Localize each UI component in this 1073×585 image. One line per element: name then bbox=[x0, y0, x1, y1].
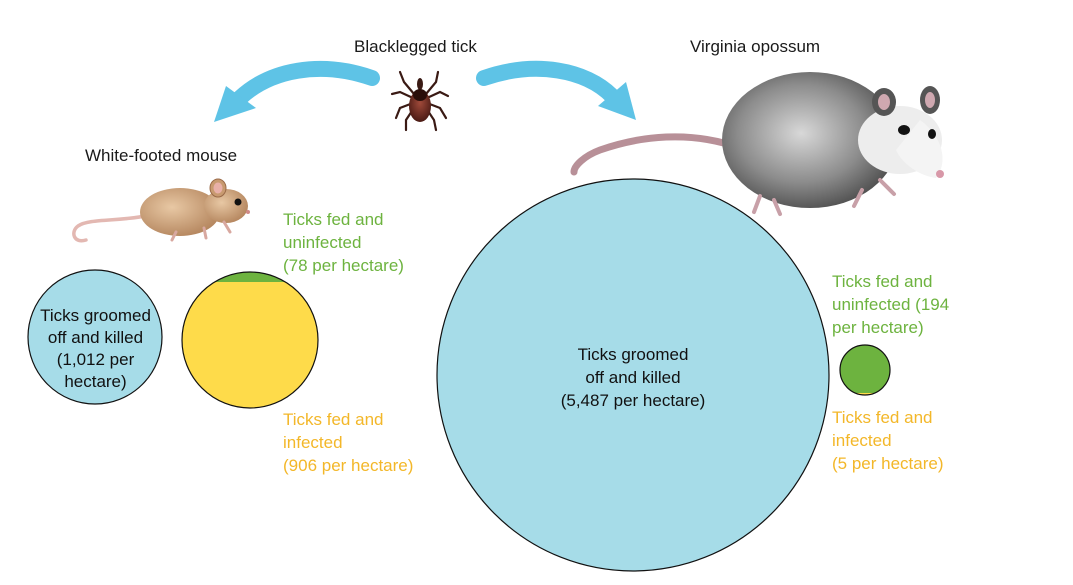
opossum-groomed-line-3: (5,487 per hectare) bbox=[560, 391, 706, 410]
mouse-uninfected-fill bbox=[182, 272, 318, 282]
mouse-uninfected-line-3: (78 per hectare) bbox=[283, 256, 404, 275]
opossum-infected-fill bbox=[840, 393, 890, 395]
mouse-groomed-line-3: (1,012 per bbox=[56, 350, 135, 369]
mouse-icon bbox=[72, 178, 250, 243]
mouse-uninfected-line-2: uninfected bbox=[283, 233, 362, 252]
opossum-infected-line-2: infected bbox=[832, 431, 892, 450]
mouse-uninfected-line-1: Ticks fed and bbox=[283, 210, 384, 229]
opossum-infected-label: Ticks fed and infected (5 per hectare) bbox=[832, 406, 944, 475]
opossum-uninfected-label: Ticks fed and uninfected (194 per hectar… bbox=[832, 270, 949, 339]
mouse-uninfected-label: Ticks fed and uninfected (78 per hectare… bbox=[283, 208, 404, 277]
opossum-groomed-line-1: Ticks groomed bbox=[577, 345, 689, 364]
opossum-infected-line-1: Ticks fed and bbox=[832, 408, 933, 427]
arrow-right-icon bbox=[476, 60, 636, 120]
opossum-groomed-circle bbox=[436, 178, 830, 572]
opossum-uninfected-line-1: Ticks fed and bbox=[832, 272, 933, 291]
mouse-groomed-line-4: hectare) bbox=[64, 372, 127, 391]
arrow-left-icon bbox=[214, 61, 380, 122]
opossum-icon bbox=[570, 72, 944, 216]
mouse-title: White-footed mouse bbox=[85, 146, 238, 165]
mouse-infected-fill bbox=[182, 272, 318, 408]
mouse-infected-line-3: (906 per hectare) bbox=[283, 456, 414, 475]
mouse-groomed-circle bbox=[27, 269, 163, 405]
mouse-infected-line-1: Ticks fed and bbox=[283, 410, 384, 429]
mouse-groomed-label: Ticks groomed off and killed (1,012 per … bbox=[28, 305, 163, 393]
mouse-infected-label: Ticks fed and infected (906 per hectare) bbox=[283, 408, 413, 477]
opossum-uninfected-fill bbox=[840, 345, 890, 395]
opossum-uninfected-line-3: per hectare) bbox=[832, 318, 924, 337]
opossum-infected-line-3: (5 per hectare) bbox=[832, 454, 944, 473]
opossum-groomed-label: Ticks groomed off and killed (5,487 per … bbox=[533, 343, 733, 412]
mouse-groomed-line-2: off and killed bbox=[47, 328, 144, 347]
mouse-infected-line-2: infected bbox=[283, 433, 343, 452]
mouse-groomed-line-1: Ticks groomed bbox=[40, 306, 151, 325]
opossum-uninfected-line-2: uninfected (194 bbox=[832, 295, 950, 314]
tick-icon bbox=[390, 70, 450, 132]
opossum-title: Virginia opossum bbox=[690, 37, 821, 56]
opossum-groomed-line-2: off and killed bbox=[585, 368, 681, 387]
tick-title: Blacklegged tick bbox=[354, 37, 477, 56]
